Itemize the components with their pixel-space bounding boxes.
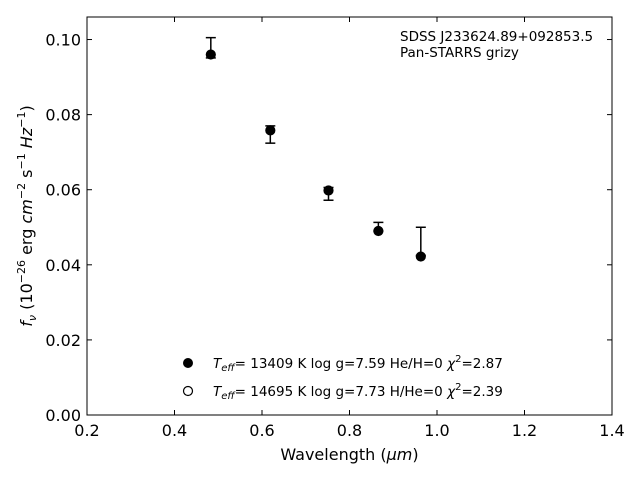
y-axis: 0.00 0.02 0.04 0.06 0.08 0.10 [45, 31, 612, 425]
y-tick-label: 0.08 [45, 106, 81, 125]
x-axis-label: Wavelength (μm) [280, 445, 418, 464]
data-markers [205, 49, 426, 262]
x-tick-label: 0.4 [162, 421, 187, 440]
y-tick-label: 0.00 [45, 406, 81, 425]
legend: Teff= 13409 K log g=7.59 He/H=0 χ2=2.87 … [182, 354, 503, 402]
y-tick-label: 0.02 [45, 331, 81, 350]
x-tick-label: 0.6 [249, 421, 274, 440]
legend-marker-filled [183, 358, 193, 368]
y-axis-label: fν (10−26 erg cm−2 s−1 Hz−1) [15, 105, 39, 326]
y-tick-label: 0.10 [45, 31, 81, 50]
x-tick-label: 1.2 [512, 421, 537, 440]
model-point-open [323, 185, 334, 195]
x-tick-label: 1.0 [424, 421, 449, 440]
legend-label-2: Teff= 14695 K log g=7.73 H/He=0 χ2=2.39 [213, 382, 503, 402]
x-tick-label: 0.8 [337, 421, 362, 440]
x-tick-label: 1.4 [599, 421, 624, 440]
legend-label-1: Teff= 13409 K log g=7.59 He/H=0 χ2=2.87 [213, 354, 503, 374]
y-tick-label: 0.06 [45, 181, 81, 200]
model-point-open [265, 125, 275, 135]
y-tick-label: 0.04 [45, 256, 81, 275]
legend-marker-open [182, 385, 194, 397]
survey-annotation: Pan-STARRS grizy [400, 45, 519, 61]
model-point-open [206, 49, 216, 59]
x-tick-label: 0.2 [74, 421, 99, 440]
model-point-open [416, 251, 426, 261]
object-name-annotation: SDSS J233624.89+092853.5 [400, 29, 593, 45]
model-point-open [373, 226, 383, 236]
x-axis: 0.2 0.4 0.6 0.8 1.0 1.2 1.4 [74, 17, 625, 440]
